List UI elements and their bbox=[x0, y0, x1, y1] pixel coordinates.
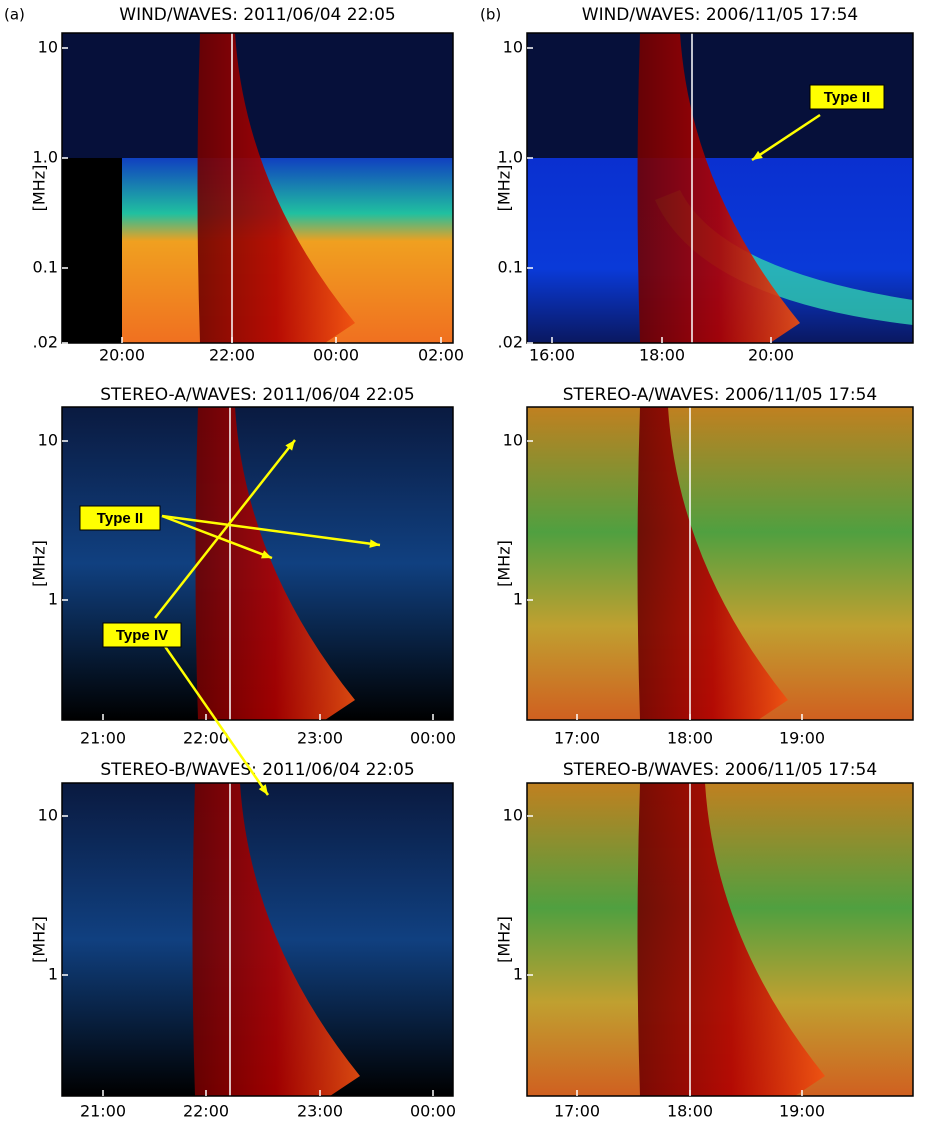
panel-frame bbox=[526, 32, 914, 344]
spectrum-panel bbox=[61, 32, 454, 344]
annotation-arrow bbox=[153, 631, 270, 796]
burst bbox=[637, 407, 788, 720]
y-tick-label: .02 bbox=[498, 333, 523, 352]
x-tick-label: 22:00 bbox=[209, 346, 255, 365]
x-tick-label: 18:00 bbox=[667, 729, 713, 748]
y-axis-label: [MHz] bbox=[495, 165, 514, 212]
y-axis-label: [MHz] bbox=[30, 165, 49, 212]
panel-frame bbox=[526, 406, 914, 721]
arrow-head bbox=[261, 550, 272, 559]
x-tick-label: 00:00 bbox=[410, 729, 456, 748]
y-tick-label: 0.1 bbox=[33, 258, 58, 277]
x-tick-label: 19:00 bbox=[779, 1102, 825, 1121]
x-tick-label: 18:00 bbox=[667, 1102, 713, 1121]
panel-label: (b) bbox=[480, 6, 501, 24]
spectrum-panel bbox=[526, 32, 914, 344]
y-tick-label: 1 bbox=[48, 965, 58, 984]
y-tick-label: 1 bbox=[48, 590, 58, 609]
x-tick-label: 19:00 bbox=[779, 729, 825, 748]
spectrum-panel bbox=[61, 406, 454, 721]
x-tick-label: 22:00 bbox=[183, 729, 229, 748]
annotation-arrow bbox=[751, 113, 821, 162]
spectrum-tail bbox=[655, 190, 913, 325]
y-tick-label: .02 bbox=[33, 333, 58, 352]
x-tick-label: 17:00 bbox=[554, 1102, 600, 1121]
burst bbox=[637, 33, 800, 343]
annotation-label: Type II bbox=[824, 89, 870, 106]
spectrum-panel bbox=[526, 406, 914, 721]
annotation-arrow bbox=[161, 514, 273, 560]
panel-frame bbox=[61, 406, 454, 721]
panel-title: STEREO-A/WAVES: 2011/06/04 22:05 bbox=[100, 385, 415, 405]
panel-title: STEREO-A/WAVES: 2006/11/05 17:54 bbox=[563, 385, 878, 405]
arrow-head bbox=[752, 150, 763, 160]
panel-title: STEREO-B/WAVES: 2011/06/04 22:05 bbox=[100, 760, 414, 780]
y-tick-label: 1.0 bbox=[498, 148, 523, 167]
y-axis-label: [MHz] bbox=[495, 916, 514, 963]
x-tick-label: 02:00 bbox=[418, 346, 464, 365]
y-tick-label: 1 bbox=[513, 590, 523, 609]
x-tick-label: 22:00 bbox=[183, 1102, 229, 1121]
arrow-head bbox=[369, 539, 380, 548]
y-tick-label: 10 bbox=[503, 431, 523, 450]
panel-frame bbox=[526, 782, 914, 1097]
annotation-box bbox=[79, 505, 161, 531]
y-tick-label: 0.1 bbox=[498, 258, 523, 277]
burst bbox=[197, 33, 355, 343]
annotation-label: Type II bbox=[97, 510, 143, 527]
x-tick-label: 16:00 bbox=[529, 346, 575, 365]
spectrum-panel bbox=[61, 782, 454, 1097]
annotation-arrow bbox=[161, 514, 381, 547]
arrow-head bbox=[285, 440, 295, 451]
y-tick-label: 10 bbox=[503, 38, 523, 57]
x-tick-label: 20:00 bbox=[99, 346, 145, 365]
panel-frame bbox=[61, 32, 454, 344]
annotation-box bbox=[809, 84, 885, 110]
y-tick-label: 10 bbox=[38, 806, 58, 825]
panel-frame bbox=[61, 782, 454, 1097]
y-tick-label: 10 bbox=[38, 38, 58, 57]
spectrum-panel bbox=[526, 782, 914, 1097]
x-tick-label: 00:00 bbox=[313, 346, 359, 365]
y-axis-label: [MHz] bbox=[495, 540, 514, 587]
annotation-label: Type IV bbox=[116, 627, 168, 644]
x-tick-label: 23:00 bbox=[297, 1102, 343, 1121]
burst bbox=[192, 783, 360, 1096]
y-tick-label: 1 bbox=[513, 965, 523, 984]
arrow-head bbox=[258, 784, 268, 795]
panel-title: STEREO-B/WAVES: 2006/11/05 17:54 bbox=[563, 760, 877, 780]
burst bbox=[195, 407, 355, 720]
panel-label: (a) bbox=[4, 6, 25, 24]
burst bbox=[637, 783, 825, 1096]
y-tick-label: 1.0 bbox=[33, 148, 58, 167]
spectrum-high-band bbox=[62, 33, 453, 158]
y-axis-label: [MHz] bbox=[30, 916, 49, 963]
x-tick-label: 21:00 bbox=[80, 729, 126, 748]
panel-title: WIND/WAVES: 2011/06/04 22:05 bbox=[119, 5, 395, 25]
annotation-arrow bbox=[154, 439, 296, 619]
panel-title: WIND/WAVES: 2006/11/05 17:54 bbox=[582, 5, 858, 25]
y-tick-label: 10 bbox=[38, 431, 58, 450]
annotation-box bbox=[102, 622, 182, 648]
x-tick-label: 17:00 bbox=[554, 729, 600, 748]
y-axis-label: [MHz] bbox=[30, 540, 49, 587]
x-tick-label: 23:00 bbox=[297, 729, 343, 748]
y-tick-label: 10 bbox=[503, 806, 523, 825]
x-tick-label: 21:00 bbox=[80, 1102, 126, 1121]
x-tick-label: 18:00 bbox=[639, 346, 685, 365]
x-tick-label: 20:00 bbox=[748, 346, 794, 365]
x-tick-label: 00:00 bbox=[410, 1102, 456, 1121]
